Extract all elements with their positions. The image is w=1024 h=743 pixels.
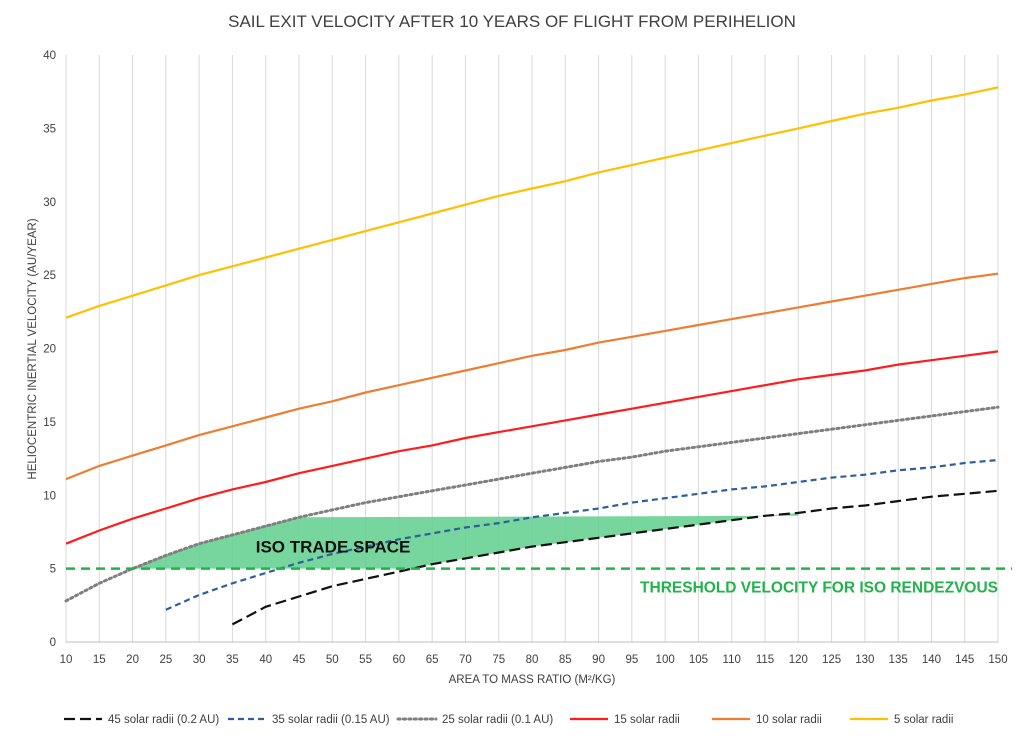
y-tick-label: 20 (43, 344, 56, 356)
y-tick-label: 15 (43, 417, 56, 429)
x-tick-label: 40 (259, 654, 272, 666)
x-tick-label: 80 (526, 654, 539, 666)
x-tick-label: 110 (723, 654, 741, 666)
x-tick-label: 95 (625, 654, 638, 666)
x-tick-label: 120 (789, 654, 808, 666)
x-tick-label: 50 (326, 654, 339, 666)
y-axis-label: HELIOCENTRIC INERTIAL VELOCITY (AU/YEAR) (27, 218, 39, 479)
chart-title: SAIL EXIT VELOCITY AFTER 10 YEARS OF FLI… (228, 12, 796, 31)
x-tick-label: 25 (159, 654, 172, 666)
x-tick-label: 15 (93, 654, 106, 666)
x-tick-label: 150 (988, 654, 1007, 666)
series-line (65, 272, 999, 481)
y-tick-label: 10 (43, 490, 56, 502)
y-tick-label: 0 (50, 637, 56, 649)
series-line (65, 350, 999, 545)
y-tick-label: 5 (50, 564, 56, 576)
series-line (64, 405, 1000, 603)
x-tick-label: 115 (756, 654, 774, 666)
x-tick-label: 55 (359, 654, 372, 666)
legend-label: 15 solar radii (614, 714, 680, 726)
trade-space-label: ISO TRADE SPACE (256, 538, 411, 557)
x-tick-label: 20 (126, 654, 139, 666)
x-axis-label: AREA TO MASS RATIO (M²/KG) (449, 674, 616, 686)
legend-label: 25 solar radii (0.1 AU) (442, 714, 553, 726)
series-layer (64, 86, 1000, 626)
x-tick-label: 10 (60, 654, 73, 666)
x-tick-label: 70 (459, 654, 472, 666)
series-line (231, 489, 999, 626)
threshold-label: THRESHOLD VELOCITY FOR ISO RENDEZVOUS (640, 580, 998, 597)
x-tick-label: 90 (592, 654, 605, 666)
axes: 10 15 20 25 30 35 40 45 50 55 60 65 70 75 80 85 90 95 100 1… (43, 50, 1007, 666)
x-tick-label: 35 (226, 654, 239, 666)
trade-space-layer (132, 512, 799, 569)
x-tick-label: 145 (955, 654, 974, 666)
series-line (65, 86, 999, 319)
x-tick-label: 100 (656, 654, 675, 666)
x-tick-label: 125 (822, 654, 841, 666)
x-tick-label: 130 (855, 654, 874, 666)
x-tick-label: 75 (492, 654, 505, 666)
legend: 45 solar radii (0.2 AU) 35 solar radii (0… (64, 714, 953, 726)
y-tick-label: 35 (43, 123, 56, 135)
y-tick-label: 30 (43, 197, 56, 209)
x-tick-label: 65 (426, 654, 439, 666)
x-tick-label: 45 (293, 654, 306, 666)
y-tick-label: 40 (43, 50, 56, 62)
y-tick-label: 25 (43, 270, 56, 282)
x-tick-label: 85 (559, 654, 572, 666)
x-tick-label: 135 (889, 654, 908, 666)
trade-space-area (132, 512, 799, 569)
legend-label: 35 solar radii (0.15 AU) (272, 714, 390, 726)
legend-label: 45 solar radii (0.2 AU) (108, 714, 219, 726)
x-tick-label: 140 (922, 654, 941, 666)
x-tick-label: 60 (392, 654, 405, 666)
x-tick-label: 30 (193, 654, 206, 666)
annotations: THRESHOLD VELOCITY FOR ISO RENDEZVOUS ISO… (66, 538, 1012, 597)
legend-label: 10 solar radii (756, 714, 822, 726)
legend-label: 5 solar radii (894, 714, 953, 726)
x-tick-label: 105 (689, 654, 708, 666)
